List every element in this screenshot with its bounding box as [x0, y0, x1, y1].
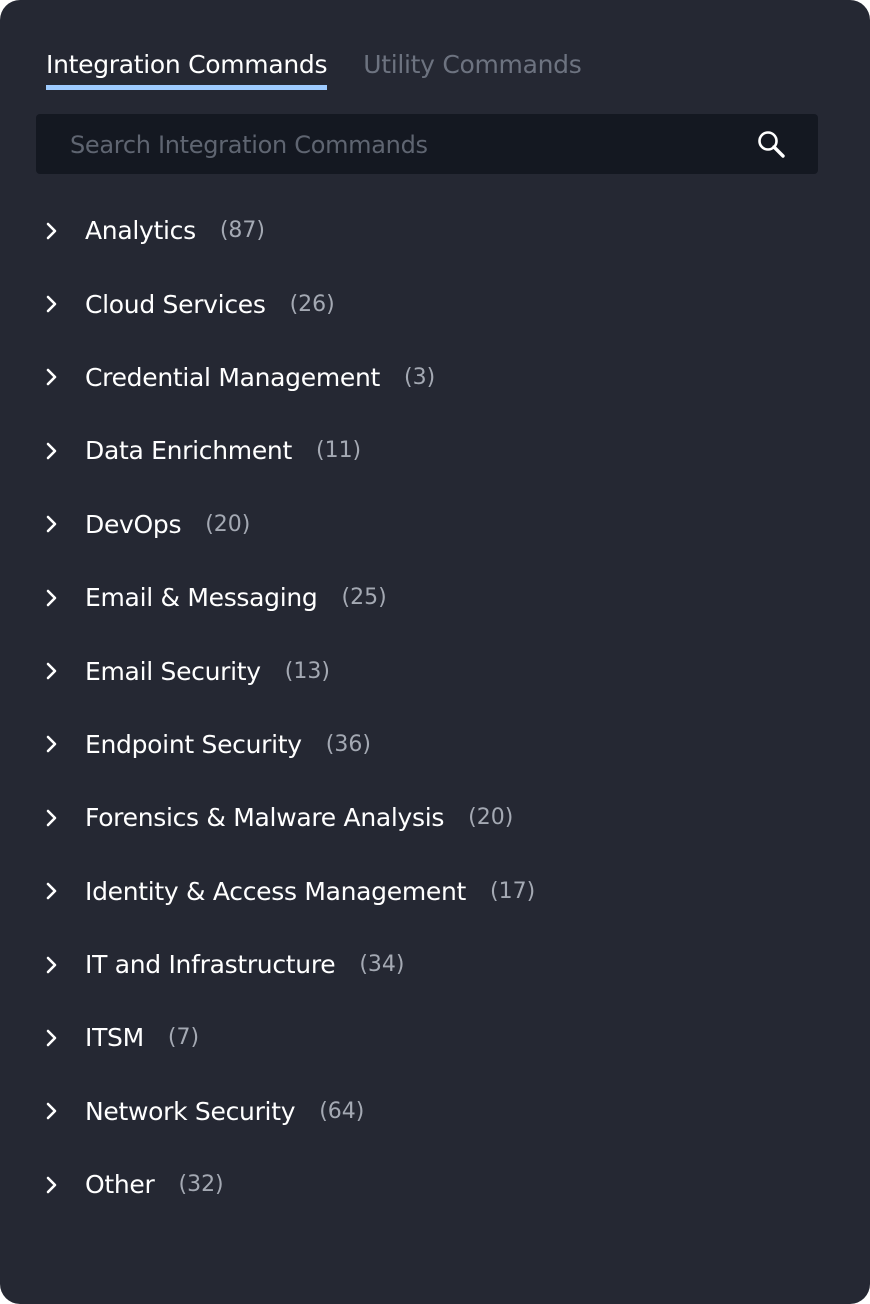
chevron-right-icon[interactable]: [45, 808, 59, 828]
chevron-right-icon[interactable]: [45, 1028, 59, 1048]
category-count: (26): [289, 291, 335, 317]
search-input[interactable]: [68, 114, 752, 176]
category-count: (7): [167, 1025, 200, 1051]
category-label: ITSM: [85, 1023, 144, 1053]
category-label: Identity & Access Management: [85, 876, 467, 906]
category-item[interactable]: Cloud Services (26): [0, 267, 870, 340]
category-count: (36): [325, 731, 371, 757]
category-label: IT and Infrastructure: [85, 950, 336, 980]
category-label: Forensics & Malware Analysis: [85, 803, 445, 833]
chevron-right-icon[interactable]: [45, 881, 59, 901]
category-count: (13): [284, 658, 330, 684]
chevron-right-icon[interactable]: [45, 221, 59, 241]
category-item[interactable]: Data Enrichment (11): [0, 414, 870, 487]
category-item[interactable]: Credential Management (3): [0, 341, 870, 414]
chevron-right-icon[interactable]: [45, 661, 59, 681]
category-item[interactable]: Email & Messaging (25): [0, 561, 870, 634]
category-label: Analytics: [85, 216, 196, 246]
category-item[interactable]: IT and Infrastructure (34): [0, 928, 870, 1001]
category-label: Endpoint Security: [85, 729, 302, 759]
chevron-right-icon[interactable]: [45, 294, 59, 314]
category-item[interactable]: Analytics (87): [0, 194, 870, 267]
category-count: (3): [404, 364, 436, 390]
tab-integration-commands[interactable]: Integration Commands: [46, 50, 328, 90]
category-label: Data Enrichment: [85, 436, 292, 466]
category-count: (34): [359, 952, 405, 978]
category-count: (20): [205, 511, 251, 537]
category-count: (20): [468, 805, 514, 831]
search-icon[interactable]: [756, 129, 786, 159]
category-label: Other: [85, 1170, 155, 1200]
category-item[interactable]: Email Security (13): [0, 634, 870, 707]
chevron-right-icon[interactable]: [45, 588, 59, 608]
category-count: (17): [490, 878, 536, 904]
category-item[interactable]: Endpoint Security (36): [0, 708, 870, 781]
category-item[interactable]: ITSM (7): [0, 1001, 870, 1074]
search-box: [36, 114, 818, 176]
category-item[interactable]: Identity & Access Management (17): [0, 855, 870, 928]
category-count: (32): [178, 1172, 224, 1198]
chevron-right-icon[interactable]: [45, 1101, 59, 1121]
category-list: Analytics (87) Cloud Services (26) Crede…: [0, 194, 870, 1221]
tab-utility-commands[interactable]: Utility Commands: [363, 50, 582, 79]
category-count: (11): [315, 438, 362, 464]
category-label: Cloud Services: [85, 289, 266, 319]
category-label: Email Security: [85, 656, 261, 686]
category-label: Credential Management: [85, 362, 381, 392]
category-label: DevOps: [85, 509, 182, 539]
chevron-right-icon[interactable]: [45, 514, 59, 534]
chevron-right-icon[interactable]: [45, 441, 59, 461]
category-count: (87): [219, 218, 265, 244]
category-item[interactable]: Forensics & Malware Analysis (20): [0, 781, 870, 854]
category-count: (25): [341, 585, 387, 611]
category-label: Network Security: [85, 1096, 296, 1126]
chevron-right-icon[interactable]: [45, 1175, 59, 1195]
chevron-right-icon[interactable]: [45, 734, 59, 754]
category-item[interactable]: DevOps (20): [0, 488, 870, 561]
category-label: Email & Messaging: [85, 583, 318, 613]
category-item[interactable]: Other (32): [0, 1148, 870, 1221]
category-item[interactable]: Network Security (64): [0, 1075, 870, 1148]
chevron-right-icon[interactable]: [45, 955, 59, 975]
tab-bar: Integration Commands Utility Commands: [46, 50, 582, 90]
category-count: (64): [319, 1098, 365, 1124]
chevron-right-icon[interactable]: [45, 367, 59, 387]
